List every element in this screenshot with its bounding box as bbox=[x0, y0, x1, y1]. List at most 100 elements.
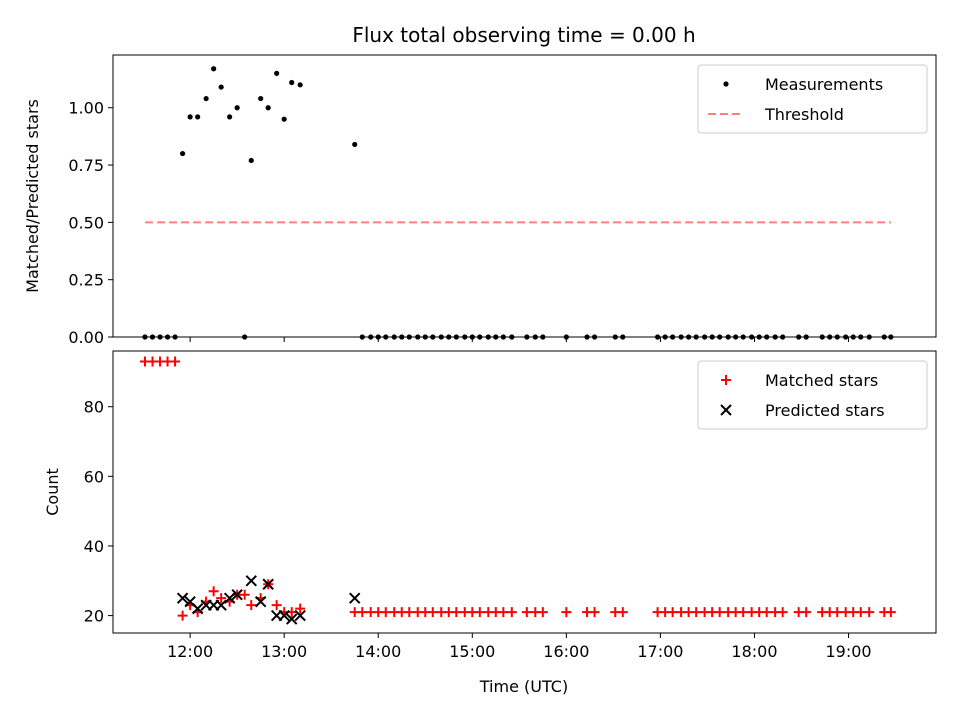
data-point bbox=[709, 334, 715, 340]
data-point bbox=[195, 114, 201, 120]
data-point bbox=[725, 334, 731, 340]
data-point bbox=[485, 334, 491, 340]
data-point bbox=[430, 334, 436, 340]
data-point bbox=[761, 607, 772, 618]
data-point bbox=[164, 334, 171, 340]
data-point bbox=[738, 607, 749, 618]
plot-frame bbox=[112, 350, 937, 634]
data-point bbox=[589, 607, 600, 618]
legend-label: Threshold bbox=[764, 105, 844, 124]
series-measurements bbox=[142, 66, 894, 340]
data-point bbox=[827, 334, 833, 340]
y-tick-label: 1.00 bbox=[68, 99, 104, 118]
data-point bbox=[404, 607, 415, 618]
data-point bbox=[223, 592, 236, 604]
data-point bbox=[357, 607, 368, 618]
data-point bbox=[248, 157, 254, 164]
data-point bbox=[733, 334, 739, 340]
data-point bbox=[352, 141, 358, 148]
legend-label: Matched stars bbox=[765, 371, 878, 390]
data-point bbox=[246, 600, 257, 611]
data-point bbox=[591, 334, 598, 340]
data-point bbox=[740, 334, 746, 340]
data-point bbox=[239, 589, 250, 600]
data-point bbox=[380, 607, 391, 618]
data-point bbox=[843, 334, 849, 340]
data-point bbox=[477, 334, 483, 340]
y-tick-label: 20 bbox=[84, 607, 104, 626]
data-point bbox=[772, 334, 778, 340]
x-tick-label: 13:00 bbox=[261, 642, 307, 661]
legend-label: Predicted stars bbox=[765, 401, 885, 420]
data-point bbox=[216, 593, 227, 604]
data-point bbox=[834, 334, 840, 340]
x-tick-label: 16:00 bbox=[543, 642, 589, 661]
data-point bbox=[756, 334, 762, 340]
data-point bbox=[375, 334, 381, 340]
top-panel: 0.00 0.25 0.50 0.75 1.00 Matched/Predicted st… bbox=[23, 54, 937, 347]
series-matched-stars bbox=[139, 356, 896, 621]
data-point bbox=[446, 334, 452, 340]
data-point bbox=[803, 334, 809, 340]
data-point bbox=[540, 334, 546, 340]
legend-box bbox=[697, 360, 928, 430]
data-point bbox=[211, 66, 217, 72]
data-point bbox=[349, 592, 361, 604]
legend-swatch bbox=[721, 375, 731, 385]
data-point bbox=[858, 334, 864, 340]
legend-swatch bbox=[723, 81, 729, 87]
x-tick-label: 17:00 bbox=[637, 642, 683, 661]
y-tick-label: 80 bbox=[84, 398, 104, 417]
x-axis-label: Time (UTC) bbox=[479, 677, 568, 696]
data-point bbox=[176, 592, 189, 604]
data-point bbox=[866, 334, 872, 340]
y-axis-label: Matched/Predicted stars bbox=[23, 99, 42, 293]
data-point bbox=[170, 356, 181, 367]
data-point bbox=[391, 334, 397, 340]
data-point bbox=[262, 578, 274, 590]
data-point bbox=[777, 607, 788, 618]
data-point bbox=[187, 114, 193, 120]
data-point bbox=[297, 82, 303, 88]
data-point bbox=[832, 607, 843, 618]
data-point bbox=[532, 334, 538, 340]
legend: Measurements Threshold bbox=[697, 64, 928, 134]
data-point bbox=[855, 607, 866, 618]
data-point bbox=[702, 334, 708, 340]
data-point bbox=[693, 334, 699, 340]
legend-swatch bbox=[720, 404, 732, 416]
data-point bbox=[281, 116, 287, 122]
data-point bbox=[524, 334, 530, 340]
y-tick-label: 0.50 bbox=[68, 213, 104, 232]
bottom-panel: 12:00 13:00 14:00 15:00 16:00 17:00 18:00 19:00… bbox=[43, 350, 937, 661]
data-point bbox=[438, 334, 444, 340]
data-point bbox=[289, 79, 295, 86]
data-point bbox=[368, 334, 374, 340]
data-point bbox=[469, 334, 475, 340]
data-point bbox=[258, 95, 264, 102]
data-point bbox=[888, 334, 894, 340]
legend: Matched stars Predicted stars bbox=[697, 360, 928, 430]
y-tick-label: 0.75 bbox=[68, 156, 104, 175]
data-point bbox=[278, 609, 290, 622]
y-tick-label: 0.00 bbox=[68, 328, 104, 347]
data-point bbox=[415, 334, 421, 340]
y-tick-label: 40 bbox=[84, 537, 104, 556]
y-tick-label: 0.25 bbox=[68, 271, 104, 290]
data-point bbox=[474, 607, 485, 618]
data-point bbox=[427, 607, 438, 618]
data-point bbox=[796, 334, 802, 340]
data-point bbox=[242, 334, 248, 340]
data-point bbox=[422, 334, 428, 340]
data-point bbox=[561, 607, 572, 618]
series-predicted-stars bbox=[176, 575, 361, 625]
data-point bbox=[864, 607, 875, 618]
data-point bbox=[885, 607, 896, 618]
data-point bbox=[406, 334, 412, 340]
data-point bbox=[359, 334, 365, 340]
data-point bbox=[584, 334, 590, 340]
data-point bbox=[218, 84, 224, 90]
data-point bbox=[678, 334, 684, 340]
y-axis-label: Count bbox=[43, 468, 62, 516]
